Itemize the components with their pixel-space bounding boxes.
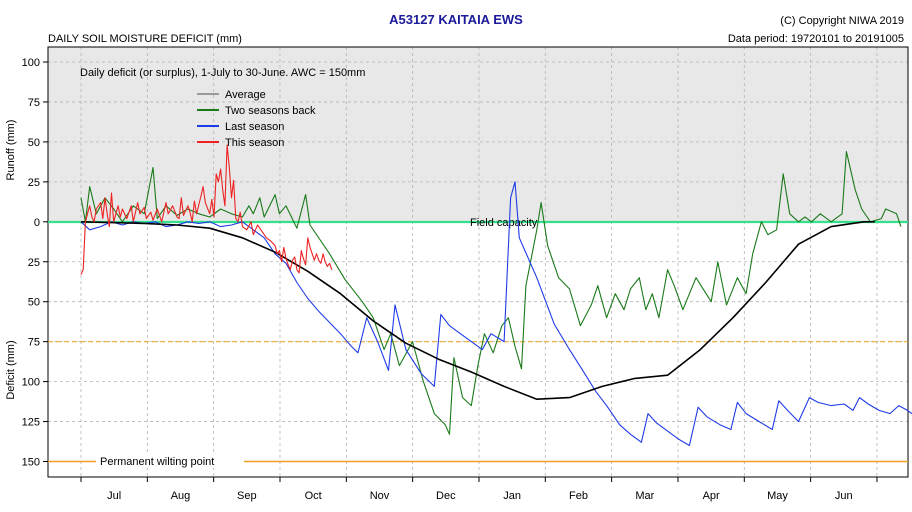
y-tick-labels: 100 75 50 25 0 25 50 75 100 125 150 — [22, 57, 48, 469]
y-label-runoff: Runoff (mm) — [5, 120, 17, 181]
x-tick-label: Apr — [703, 490, 720, 502]
x-tick-label: Dec — [436, 490, 456, 502]
legend-label: Two seasons back — [225, 105, 316, 117]
y-tick-label: 125 — [22, 417, 40, 429]
x-tick-label: Oct — [305, 490, 322, 502]
x-tick-label: Mar — [635, 490, 654, 502]
surplus-shaded-region — [48, 47, 908, 222]
series-line-last-season — [80, 181, 912, 447]
y-tick-label: 150 — [22, 457, 40, 469]
y-tick-label: 25 — [28, 177, 40, 189]
x-tick-label: Nov — [370, 490, 390, 502]
series-line-average — [80, 221, 875, 400]
x-tick-label: May — [767, 490, 788, 502]
chart-subtitle: DAILY SOIL MOISTURE DEFICIT (mm) — [48, 33, 242, 45]
y-tick-label: 100 — [22, 57, 40, 69]
y-tick-label: 50 — [28, 297, 40, 309]
legend: Average Two seasons back Last season This s… — [197, 89, 316, 149]
copyright-text: (C) Copyright NIWA 2019 — [780, 15, 904, 27]
x-tick-label: Aug — [171, 490, 191, 502]
legend-label: This season — [225, 137, 284, 149]
x-tick-label: Jun — [835, 490, 853, 502]
legend-label: Last season — [225, 121, 284, 133]
series-line-two-seasons-back — [80, 150, 902, 435]
x-tick-label: Jan — [503, 490, 521, 502]
y-tick-label: 0 — [34, 217, 40, 229]
series-line-this-season — [80, 144, 333, 275]
x-tick-label: Jul — [107, 490, 121, 502]
y-label-deficit: Deficit (mm) — [5, 340, 17, 399]
x-tick-labels: Jul Aug Sep Oct Nov Dec Jan Feb Mar Apr May Jun — [107, 490, 853, 502]
chart-annotation: Daily deficit (or surplus), 1-July to 30… — [80, 67, 365, 79]
y-tick-label: 100 — [22, 377, 40, 389]
data-period-text: Data period: 19720101 to 20191005 — [728, 33, 904, 45]
field-capacity-label: Field capacity — [470, 217, 538, 229]
y-tick-label: 75 — [28, 337, 40, 349]
wilting-point-label: Permanent wilting point — [100, 456, 214, 468]
series-layer — [80, 144, 912, 447]
chart-title: A53127 KAITAIA EWS — [389, 12, 523, 27]
y-tick-label: 50 — [28, 137, 40, 149]
y-tick-label: 25 — [28, 257, 40, 269]
wilting-label-bg — [96, 454, 244, 468]
legend-label: Average — [225, 89, 266, 101]
y-tick-label: 75 — [28, 97, 40, 109]
x-tick-label: Sep — [237, 490, 257, 502]
x-tick-label: Feb — [569, 490, 588, 502]
